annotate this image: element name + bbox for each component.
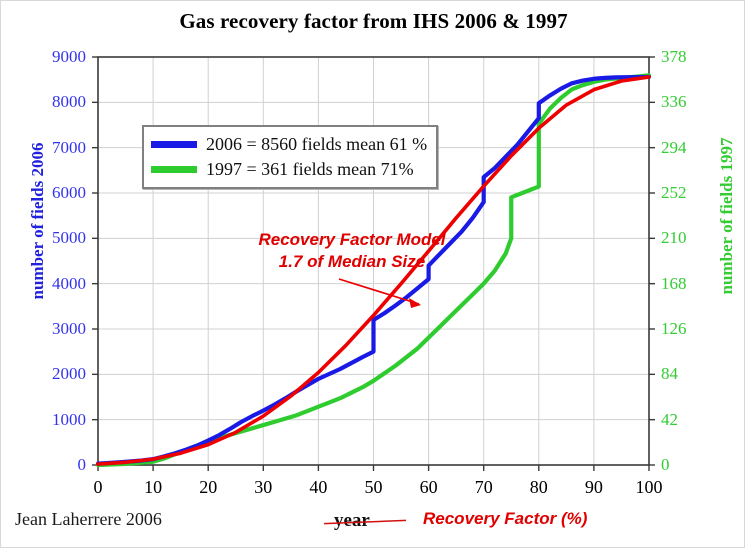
annotation-line-2: 1.7 of Median Size	[278, 252, 426, 271]
legend-swatch-1997	[151, 166, 197, 173]
legend-label-2006: 2006 = 8560 fields mean 61 %	[206, 134, 428, 154]
gridlines	[98, 57, 649, 465]
y-right-tick-label: 42	[661, 409, 678, 429]
x-tick-label: 20	[199, 477, 218, 497]
y-left-tick-label: 4000	[52, 273, 86, 293]
y-left-tick-label: 3000	[52, 319, 86, 338]
x-tick-label: 100	[635, 477, 663, 497]
y-left-tick-label: 1000	[52, 409, 86, 429]
legend-swatch-2006	[151, 141, 197, 148]
chart-title: Gas recovery factor from IHS 2006 & 1997	[179, 9, 568, 33]
x-tick-label: 80	[529, 477, 548, 497]
legend-label-1997: 1997 = 361 fields mean 71%	[206, 159, 414, 179]
y-right-tick-label: 0	[661, 455, 670, 474]
y-right-tick-label: 126	[661, 319, 687, 338]
chart-legend: 2006 = 8560 fields mean 61 % 1997 = 361 …	[142, 125, 439, 189]
y-right-tick-label: 336	[661, 92, 687, 112]
y-right-tick-label: 210	[661, 228, 687, 248]
y-left-tick-label: 2000	[52, 364, 86, 384]
y-right-tick-label: 294	[661, 137, 687, 157]
data-series-layer	[95, 73, 652, 468]
legend-item-2006: 2006 = 8560 fields mean 61 %	[151, 132, 427, 157]
model-annotation: Recovery Factor Model 1.7 of Median Size	[233, 229, 471, 273]
series-line-2006	[95, 74, 652, 466]
strikethrough-line	[323, 519, 407, 525]
y-right-tick-label: 168	[661, 273, 687, 293]
y-left-tick-label: 0	[77, 455, 87, 474]
y-right-tick-label: 84	[661, 364, 678, 384]
y-right-tick-label: 378	[661, 47, 687, 66]
struck-out-x-title: year	[334, 510, 370, 531]
y-left-tick-label: 5000	[52, 228, 86, 248]
series-line-model	[96, 75, 651, 466]
x-tick-label: 0	[93, 477, 103, 497]
x-axis-title: Recovery Factor (%)	[423, 509, 588, 528]
x-tick-label: 60	[419, 477, 438, 497]
y-left-tick-label: 6000	[52, 183, 86, 202]
y-left-tick-label: 8000	[52, 92, 86, 112]
annotation-arrow	[338, 278, 421, 308]
x-tick-label: 90	[584, 477, 603, 497]
author-credit: Jean Laherrere 2006	[15, 509, 162, 529]
y-left-tick-label: 7000	[52, 137, 86, 157]
legend-item-1997: 1997 = 361 fields mean 71%	[151, 157, 427, 182]
axis-ticks	[92, 56, 655, 471]
x-tick-label: 40	[309, 477, 328, 497]
x-tick-label: 10	[144, 477, 163, 497]
x-tick-label: 30	[254, 477, 273, 497]
x-tick-label: 50	[364, 477, 383, 497]
x-tick-label: 70	[474, 477, 493, 497]
annotation-line-1: Recovery Factor Model	[258, 230, 446, 249]
y-right-tick-label: 252	[661, 183, 687, 202]
y-left-tick-label: 9000	[52, 47, 86, 66]
